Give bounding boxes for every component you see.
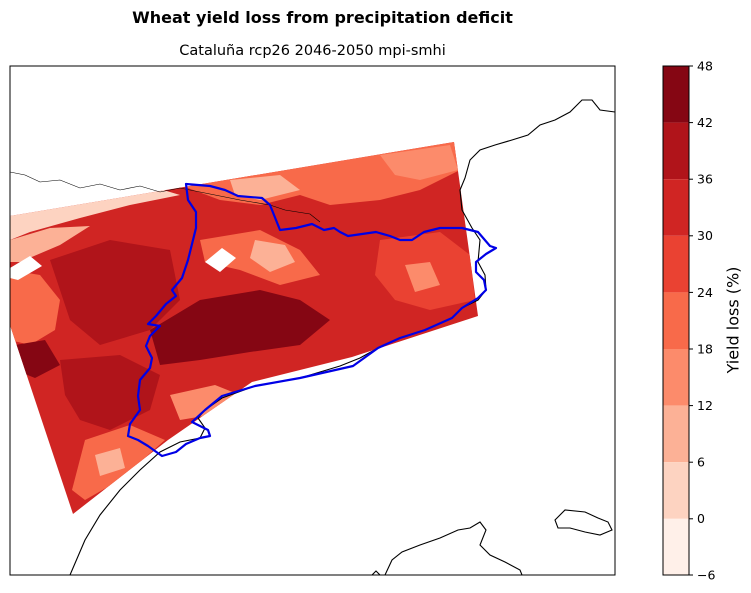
- colorbar-tick-36: 36: [697, 172, 713, 187]
- field-dark-south: [60, 355, 160, 430]
- coast-menorca: [554, 509, 613, 536]
- map-subtitle: Cataluña rcp26 2046-2050 mpi-smhi: [179, 43, 446, 59]
- field-orange-west: [10, 270, 60, 345]
- field-light-ne: [380, 145, 458, 180]
- field-pale-south: [95, 448, 125, 476]
- field-light-north: [230, 175, 300, 200]
- colorbar-level-8: [663, 66, 689, 123]
- colorbar-level-1: [663, 462, 689, 519]
- field-orange-se: [170, 385, 240, 420]
- colorbar-tick-42: 42: [697, 115, 713, 130]
- colorbar-level-0: [663, 518, 689, 575]
- colorbar-level-6: [663, 179, 689, 236]
- colorbar-level-5: [663, 235, 689, 293]
- coast-small-island: [371, 570, 381, 575]
- map-frame: [9, 65, 616, 576]
- colorbar-level-7: [663, 122, 689, 180]
- field-dark-west: [50, 240, 180, 345]
- nodata-patch-west: [10, 256, 42, 280]
- colorbar-frame: [662, 65, 690, 576]
- colorbar-tick-0: 0: [697, 511, 705, 526]
- cataluna-region-border: [126, 182, 498, 458]
- field-low-nw: [10, 186, 180, 240]
- colorbar: 48 42 36 30 24 18 12 6 0 −6: [662, 59, 715, 583]
- field-white-gap: [205, 248, 236, 272]
- colorbar-tick-48: 48: [697, 59, 713, 74]
- colorbar-label: Yield loss (%): [723, 266, 743, 374]
- figure-title: Wheat yield loss from precipitation defi…: [132, 8, 513, 27]
- colorbar-tick-6: 6: [697, 455, 705, 470]
- field-low-nw-2: [10, 226, 90, 262]
- colorbar-tick-18: 18: [697, 342, 713, 357]
- field-pale-center: [250, 240, 295, 272]
- colorbar-tick-30: 30: [697, 228, 713, 243]
- colorbar-tick-12: 12: [697, 398, 713, 413]
- colorbar-level-2: [663, 405, 689, 463]
- colorbar-tick-24: 24: [697, 285, 713, 300]
- colorbar-level-3: [663, 349, 689, 406]
- national-border-pyrenees: [10, 171, 321, 223]
- colorbar-level-4: [663, 292, 689, 349]
- field-darkest-center: [150, 290, 330, 365]
- field-pale-east: [405, 262, 440, 292]
- yield-loss-field: [10, 142, 478, 514]
- colorbar-tick-minus6: −6: [697, 568, 715, 583]
- coast-mallorca: [384, 521, 523, 575]
- field-darkest-west: [15, 340, 60, 378]
